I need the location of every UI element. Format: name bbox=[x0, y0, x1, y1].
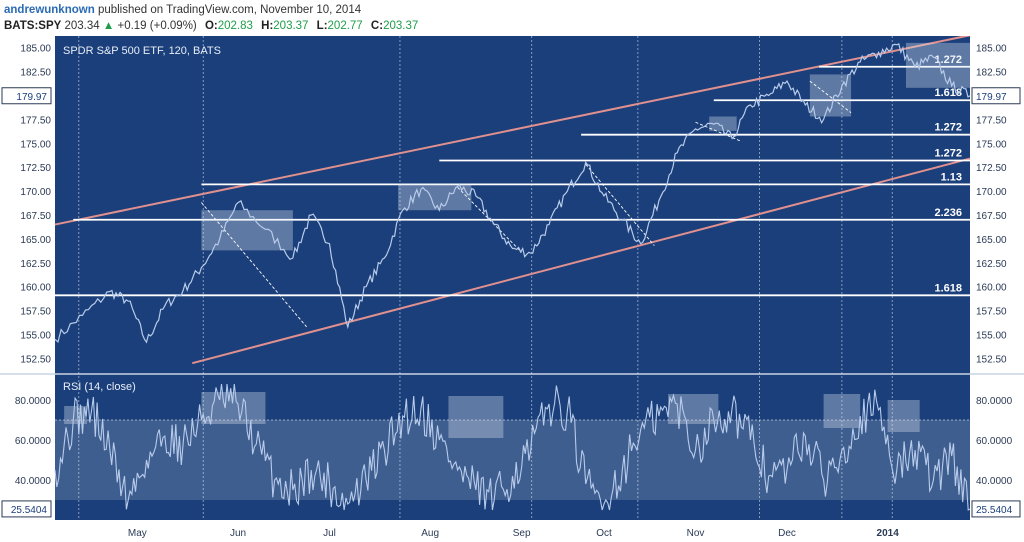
price-axis-label-right: 175.00 bbox=[976, 139, 1007, 150]
price-axis-label-left: 155.00 bbox=[20, 331, 51, 342]
price-axis-label-right: 167.50 bbox=[976, 211, 1007, 222]
fib-level-label: 2.236 bbox=[934, 207, 962, 219]
author-link[interactable]: andrewunknown bbox=[4, 4, 95, 16]
highlight-box bbox=[709, 116, 737, 131]
high-label: H: bbox=[261, 20, 274, 32]
price-axis-label-left: 152.50 bbox=[20, 354, 51, 365]
current-price-label-left: 179.97 bbox=[16, 92, 47, 103]
rsi-highlight-box bbox=[448, 396, 504, 438]
price-axis-label-right: 185.00 bbox=[976, 44, 1007, 55]
price-axis-label-left: 165.00 bbox=[20, 235, 51, 246]
change-value: +0.19 (+0.09%) bbox=[117, 20, 197, 32]
price-axis-label-right: 172.50 bbox=[976, 163, 1007, 174]
rsi-axis-label-right: 40.0000 bbox=[976, 476, 1013, 487]
price-pane-background bbox=[55, 36, 970, 374]
trend-dashed-line bbox=[695, 121, 742, 142]
time-axis-label: Nov bbox=[687, 528, 705, 539]
price-axis-label-left: 177.50 bbox=[20, 115, 51, 126]
rsi-value-tag-left bbox=[1, 500, 52, 518]
high-value: 203.37 bbox=[273, 20, 309, 32]
price-axis-label-left: 185.00 bbox=[20, 44, 51, 55]
rsi-highlight-box bbox=[887, 400, 920, 432]
channel-line-upper bbox=[54, 36, 971, 226]
trend-dashed-line bbox=[809, 80, 852, 114]
price-axis-label-right: 152.50 bbox=[976, 354, 1007, 365]
chart-header: andrewunknown published on TradingView.c… bbox=[0, 0, 1024, 36]
rsi-axis-label-left: 80.0000 bbox=[15, 396, 52, 407]
time-axis-label: Aug bbox=[421, 528, 439, 539]
open-value: 202.83 bbox=[217, 20, 253, 32]
rsi-axis-label-left: 40.0000 bbox=[15, 476, 52, 487]
rsi-series-line bbox=[54, 383, 971, 511]
time-axis-label: Jun bbox=[230, 528, 246, 539]
price-axis-label-left: 160.00 bbox=[20, 283, 51, 294]
fib-level-label: 1.272 bbox=[934, 54, 962, 66]
trend-dashed-line bbox=[457, 186, 522, 253]
price-axis-label-left: 172.50 bbox=[20, 163, 51, 174]
price-axis-label-left: 167.50 bbox=[20, 211, 51, 222]
price-axis-label-right: 160.00 bbox=[976, 283, 1007, 294]
rsi-band bbox=[55, 420, 970, 500]
current-price-tag-left bbox=[1, 87, 52, 105]
price-axis-label-right: 162.50 bbox=[976, 259, 1007, 270]
price-axis-label-right: 177.50 bbox=[976, 115, 1007, 126]
time-axis-background bbox=[0, 520, 1024, 542]
low-value: 202.77 bbox=[327, 20, 363, 32]
price-pane-title: SPDR S&P 500 ETF, 120, BATS bbox=[63, 45, 221, 57]
time-axis-label: Dec bbox=[778, 528, 796, 539]
price-axis-label-left: 162.50 bbox=[20, 259, 51, 270]
rsi-value-label-left: 25.5404 bbox=[11, 505, 48, 516]
rsi-pane-title: RSI (14, close) bbox=[63, 381, 136, 393]
current-price-tag-right bbox=[971, 87, 1021, 105]
rsi-highlight-box bbox=[823, 394, 861, 428]
rsi-axis-label-right: 60.0000 bbox=[976, 436, 1013, 447]
quote-line: BATS:SPY 203.34 ▲ +0.19 (+0.09%) O:202.8… bbox=[4, 19, 418, 33]
close-value: 203.37 bbox=[383, 20, 419, 32]
rsi-value-label-right: 25.5404 bbox=[976, 505, 1013, 516]
highlight-box bbox=[905, 42, 970, 88]
time-axis-label: Oct bbox=[596, 528, 612, 539]
open-label: O: bbox=[204, 20, 218, 32]
low-label: L: bbox=[316, 20, 328, 32]
close-label: C: bbox=[370, 20, 384, 32]
highlight-box bbox=[201, 210, 293, 251]
rsi-value-tag-right bbox=[971, 500, 1021, 518]
rsi-axis-label-left: 60.0000 bbox=[15, 436, 52, 447]
price-axis-label-left: 170.00 bbox=[20, 187, 51, 198]
time-axis-label: 2014 bbox=[877, 528, 900, 539]
fib-level-label: 1.272 bbox=[934, 147, 962, 159]
price-axis-label-right: 165.00 bbox=[976, 235, 1007, 246]
time-axis-label: Jul bbox=[323, 528, 336, 539]
price-axis-label-left: 157.50 bbox=[20, 307, 51, 318]
time-axis-label: Sep bbox=[513, 528, 531, 539]
symbol-label[interactable]: BATS:SPY bbox=[4, 20, 62, 32]
price-axis-label-right: 182.50 bbox=[976, 68, 1007, 79]
last-price: 203.34 bbox=[64, 20, 100, 32]
price-series-line bbox=[54, 43, 971, 344]
price-axis-label-left: 182.50 bbox=[20, 68, 51, 79]
published-text: published on TradingView.com, November 1… bbox=[97, 4, 362, 16]
change-arrow-icon: ▲ bbox=[102, 20, 115, 32]
price-axis-label-left: 175.00 bbox=[20, 139, 51, 150]
fib-level-label: 1.618 bbox=[934, 282, 962, 294]
trend-dashed-line bbox=[585, 164, 655, 246]
publish-line: andrewunknown published on TradingView.c… bbox=[4, 3, 361, 17]
channel-line-lower bbox=[191, 157, 971, 365]
rsi-axis-label-right: 80.0000 bbox=[976, 396, 1013, 407]
price-axis-label-right: 157.50 bbox=[976, 307, 1007, 318]
fib-level-label: 1.272 bbox=[934, 122, 962, 134]
price-axis-label-right: 155.00 bbox=[976, 331, 1007, 342]
trend-dashed-line bbox=[201, 202, 307, 328]
price-axis-label-right: 170.00 bbox=[976, 187, 1007, 198]
time-axis-label: May bbox=[128, 528, 147, 539]
current-price-label-right: 179.97 bbox=[976, 92, 1007, 103]
fib-level-label: 1.13 bbox=[941, 171, 962, 183]
